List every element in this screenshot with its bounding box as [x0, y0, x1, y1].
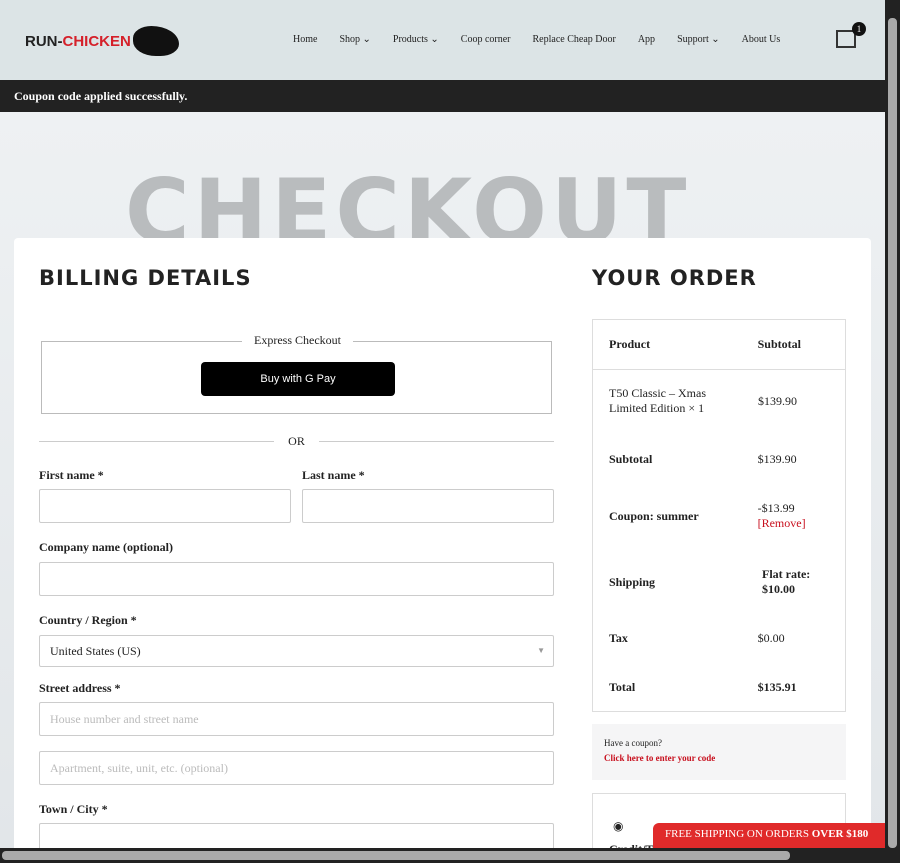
logo-text-red: CHICKEN [62, 32, 131, 50]
nav-app[interactable]: App [637, 34, 656, 45]
order-table: Product Subtotal T50 Classic – Xmas Limit… [592, 319, 846, 712]
banner-text: FREE SHIPPING ON ORDERS [665, 828, 812, 840]
nav-products[interactable]: Products ⌄ [392, 34, 439, 45]
country-value: United States (US) [50, 644, 141, 658]
site-header: RUN- CHICKEN Home Shop ⌄ Products ⌄ Coop … [0, 0, 885, 80]
company-input[interactable] [39, 562, 554, 596]
nav-support[interactable]: Support ⌄ [677, 34, 720, 45]
logo[interactable]: RUN- CHICKEN [25, 26, 179, 56]
remove-coupon-link[interactable]: [Remove] [757, 516, 806, 530]
checkout-card: BILLING DETAILS Express Checkout Buy wit… [14, 238, 871, 863]
nav-coop-corner[interactable]: Coop corner [460, 34, 511, 45]
coupon-label: Coupon: summer [609, 508, 699, 523]
main-nav: Home Shop ⌄ Products ⌄ Coop corner Repla… [293, 34, 802, 45]
first-name-label: First name * [39, 468, 104, 482]
subtotal-label: Subtotal [609, 452, 653, 466]
country-select[interactable]: United States (US) ▼ [39, 635, 554, 667]
apartment-input[interactable]: Apartment, suite, unit, etc. (optional) [39, 751, 554, 785]
google-pay-button[interactable]: Buy with G Pay [201, 362, 395, 396]
horizontal-scroll-thumb[interactable] [2, 851, 790, 860]
last-name-input[interactable] [302, 489, 554, 523]
tax-label: Tax [609, 631, 628, 645]
subtotal-value: $139.90 [757, 452, 797, 466]
first-name-input[interactable] [39, 489, 291, 523]
street-label: Street address * [39, 681, 121, 695]
col-product: Product [609, 337, 651, 351]
billing-title: BILLING DETAILS [39, 266, 252, 290]
logo-text: RUN- [25, 32, 63, 50]
free-shipping-banner: FREE SHIPPING ON ORDERS OVER $180 [653, 823, 885, 848]
company-label: Company name (optional) [39, 540, 174, 554]
tax-value: $0.00 [757, 631, 785, 645]
nav-replace-door[interactable]: Replace Cheap Door [532, 34, 616, 45]
payment-radio[interactable]: ◉ [613, 819, 624, 833]
shipping-label: Shipping [609, 574, 656, 589]
chicken-logo-icon [132, 26, 179, 56]
dropdown-arrow-icon: ▼ [537, 646, 545, 655]
order-item: T50 Classic – Xmas Limited Edition × 1 [609, 386, 706, 415]
last-name-label: Last name * [302, 468, 365, 482]
nav-home[interactable]: Home [293, 34, 318, 45]
banner-threshold: OVER $180 [811, 828, 869, 840]
cart-count-badge: 1 [852, 22, 866, 36]
city-label: Town / City * [39, 802, 108, 816]
order-item-price: $139.90 [757, 393, 797, 408]
order-title: YOUR ORDER [592, 266, 757, 290]
cart-icon[interactable] [836, 30, 856, 48]
coupon-notice: Coupon code applied successfully. [0, 80, 885, 112]
coupon-box: Have a coupon? Click here to enter your c… [592, 724, 846, 780]
express-checkout: Express Checkout Buy with G Pay [41, 333, 552, 414]
total-value: $135.91 [757, 680, 797, 694]
nav-about[interactable]: About Us [741, 34, 781, 45]
or-divider: OR [39, 434, 554, 449]
nav-shop[interactable]: Shop ⌄ [339, 34, 371, 45]
total-label: Total [609, 680, 636, 694]
express-label: Express Checkout [242, 333, 353, 348]
street-input[interactable]: House number and street name [39, 702, 554, 736]
vertical-scroll-thumb[interactable] [888, 18, 897, 848]
coupon-question: Have a coupon? [604, 738, 662, 748]
country-label: Country / Region * [39, 613, 137, 627]
shipping-value: Flat rate: $10.00 [762, 567, 811, 596]
coupon-value: -$13.99 [757, 501, 795, 515]
col-subtotal: Subtotal [757, 337, 801, 351]
enter-coupon-link[interactable]: Click here to enter your code [604, 753, 716, 763]
